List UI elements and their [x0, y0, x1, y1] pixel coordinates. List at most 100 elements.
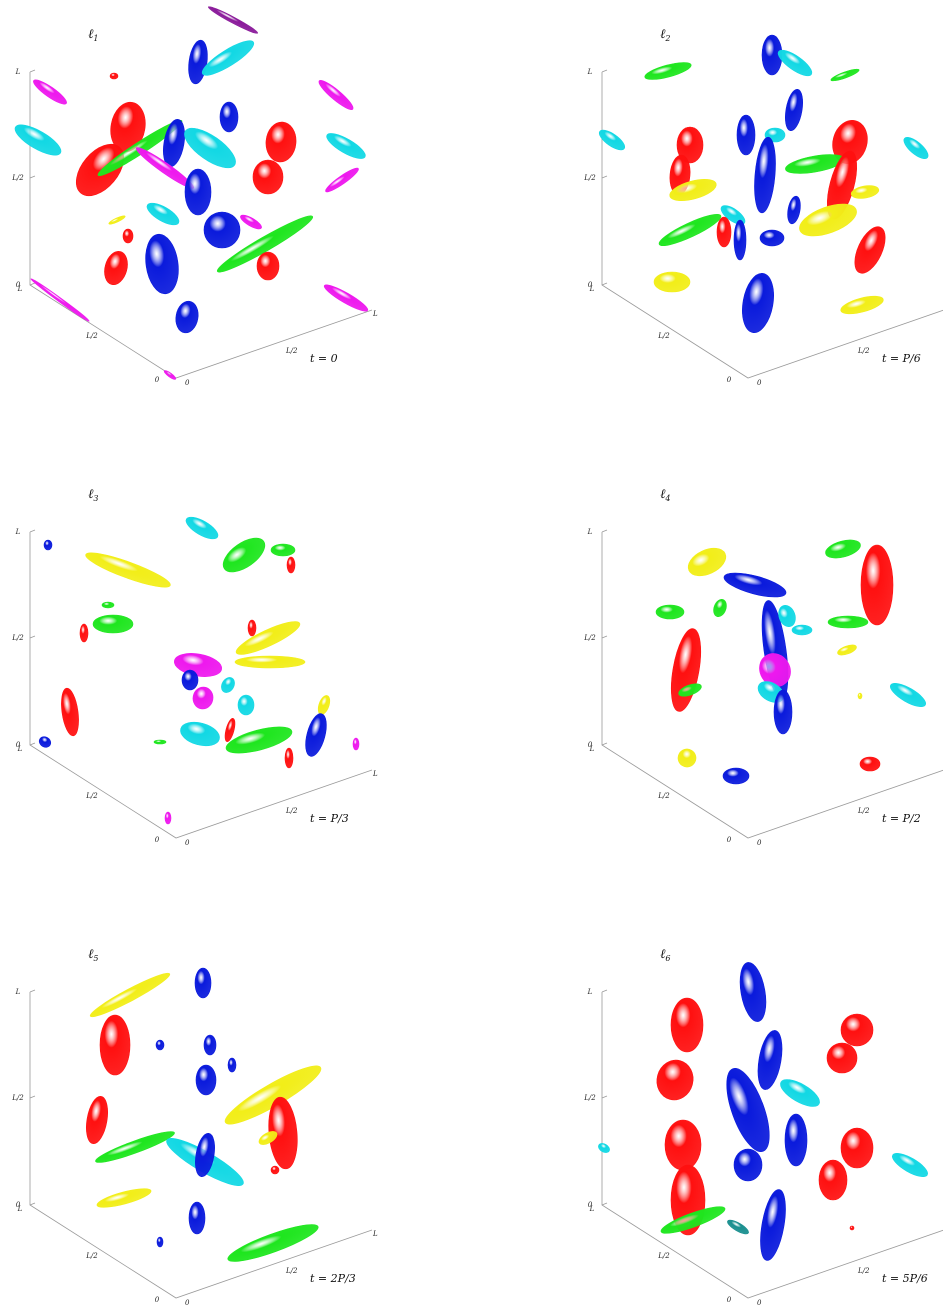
y-tick-full: L	[17, 1205, 23, 1213]
x-tick-half: L/2	[857, 807, 870, 815]
y-tick-half: L/2	[85, 1252, 98, 1260]
y-tick-zero: 0	[155, 836, 160, 844]
y-tick-full: L	[17, 745, 23, 753]
blob-l1-25-blue	[145, 233, 179, 295]
blob-l1-3-magenta	[33, 79, 67, 105]
blob-l3-0-cyan	[185, 516, 219, 540]
x-tick-full: L	[372, 770, 378, 778]
blob-l2-5-cyan	[598, 129, 626, 151]
blob-l1-30-magenta	[30, 278, 90, 322]
panel-label-l2: ℓ2	[660, 27, 671, 43]
blob-l6-10-cyan	[598, 1143, 610, 1153]
blob-l1-17-magenta	[325, 167, 359, 193]
blob-l1-21-blue	[203, 211, 241, 249]
x-tick-zero: 0	[757, 839, 762, 847]
time-caption-l1: t = 0	[310, 352, 338, 365]
blob-l2-2-green	[644, 62, 692, 80]
blob-l4-19-blue	[722, 767, 750, 785]
x-tick-zero: 0	[185, 1299, 190, 1307]
blob-l5-13-yellow	[258, 1131, 278, 1145]
z-tick-zero: 0	[16, 741, 21, 749]
blob-l2-17-blue	[787, 195, 801, 225]
blob-l6-18-teal	[727, 1219, 749, 1235]
x-tick-zero: 0	[757, 1299, 762, 1307]
y-tick-full: L	[17, 285, 23, 293]
z-tick-full: L	[15, 68, 21, 76]
x-tick-half: L/2	[285, 807, 298, 815]
blob-l3-8-red	[79, 623, 89, 643]
z-tick-half: L/2	[11, 1094, 24, 1102]
z-tick-full: L	[15, 988, 21, 996]
blob-l6-13-cyan	[892, 1153, 928, 1177]
blob-l1-1-blue	[188, 39, 208, 85]
blob-l2-15-yellow	[669, 179, 717, 201]
blob-l4-13-green	[678, 683, 702, 697]
blob-l4-7-cyan	[778, 605, 796, 627]
blob-l3-17-cyan	[237, 694, 255, 716]
x-tick-zero: 0	[185, 379, 190, 387]
panel-label-l4: ℓ4	[660, 487, 671, 503]
blob-l3-10-yellow	[235, 621, 301, 655]
panel-label-l1: ℓ1	[88, 27, 99, 43]
y-tick-zero: 0	[727, 1296, 732, 1304]
blob-l2-4-blue	[785, 88, 803, 132]
x-tick-half: L/2	[285, 347, 298, 355]
blob-l3-9-red	[247, 619, 257, 637]
blob-l5-15-yellow	[96, 1188, 152, 1208]
y-tick-full: L	[589, 1205, 595, 1213]
blob-l3-16-red	[61, 687, 79, 737]
time-caption-l6: t = 5P/6	[882, 1272, 928, 1285]
time-caption-l5: t = 2P/3	[310, 1272, 356, 1285]
blob-l4-1-yellow	[687, 547, 727, 577]
y-tick-zero: 0	[727, 376, 732, 384]
blob-l3-13-blue	[181, 669, 199, 691]
y-tick-half: L/2	[657, 332, 670, 340]
blob-l2-27-yellow	[840, 295, 884, 315]
blob-l6-19-red	[849, 1225, 855, 1231]
blob-l1-16-red	[252, 159, 284, 195]
blob-l1-12-cyan	[184, 127, 236, 169]
y-tick-half: L/2	[85, 792, 98, 800]
blob-l6-11-red	[840, 1127, 874, 1169]
x-tick-half: L/2	[285, 1267, 298, 1275]
blob-l2-18-green	[658, 213, 722, 247]
blob-l1-20-yellow	[108, 215, 126, 225]
blob-l6-12-blue	[733, 1148, 763, 1182]
blob-l4-12-magenta	[759, 653, 791, 687]
blob-l2-10-cyan	[903, 137, 929, 159]
blob-l3-18-yellow	[317, 695, 331, 715]
z-tick-zero: 0	[588, 1201, 593, 1209]
panel-label-l6: ℓ6	[660, 947, 671, 963]
blob-l3-27-magenta	[164, 811, 172, 825]
blob-l1-28-magenta	[323, 284, 369, 312]
z-tick-half: L/2	[583, 1094, 596, 1102]
blob-l4-8-cyan	[791, 624, 813, 636]
blob-l6-2-blue	[757, 1030, 783, 1090]
blob-l1-22-magenta	[240, 214, 262, 230]
blob-l4-3-blue	[723, 572, 787, 598]
y-tick-zero: 0	[727, 836, 732, 844]
blob-l5-6-blue	[195, 1064, 217, 1096]
x-tick-full: L	[372, 310, 378, 318]
blob-l1-0-purple	[207, 6, 259, 34]
y-tick-half: L/2	[657, 792, 670, 800]
blob-l1-2-cyan	[201, 40, 255, 76]
z-tick-half: L/2	[583, 634, 596, 642]
blob-l1-15-cyan	[326, 133, 366, 159]
blob-l2-3-green	[830, 68, 860, 82]
blob-l1-24-red	[122, 228, 134, 244]
blob-l6-3-red	[840, 1013, 874, 1047]
blob-l6-9-red	[664, 1119, 702, 1171]
blob-l1-31-magenta	[163, 370, 177, 380]
time-caption-l3: t = P/3	[310, 812, 349, 825]
blob-l3-4-green	[270, 543, 296, 557]
x-tick-half: L/2	[857, 1267, 870, 1275]
z-tick-zero: 0	[588, 741, 593, 749]
blob-l4-10-red	[670, 628, 702, 712]
